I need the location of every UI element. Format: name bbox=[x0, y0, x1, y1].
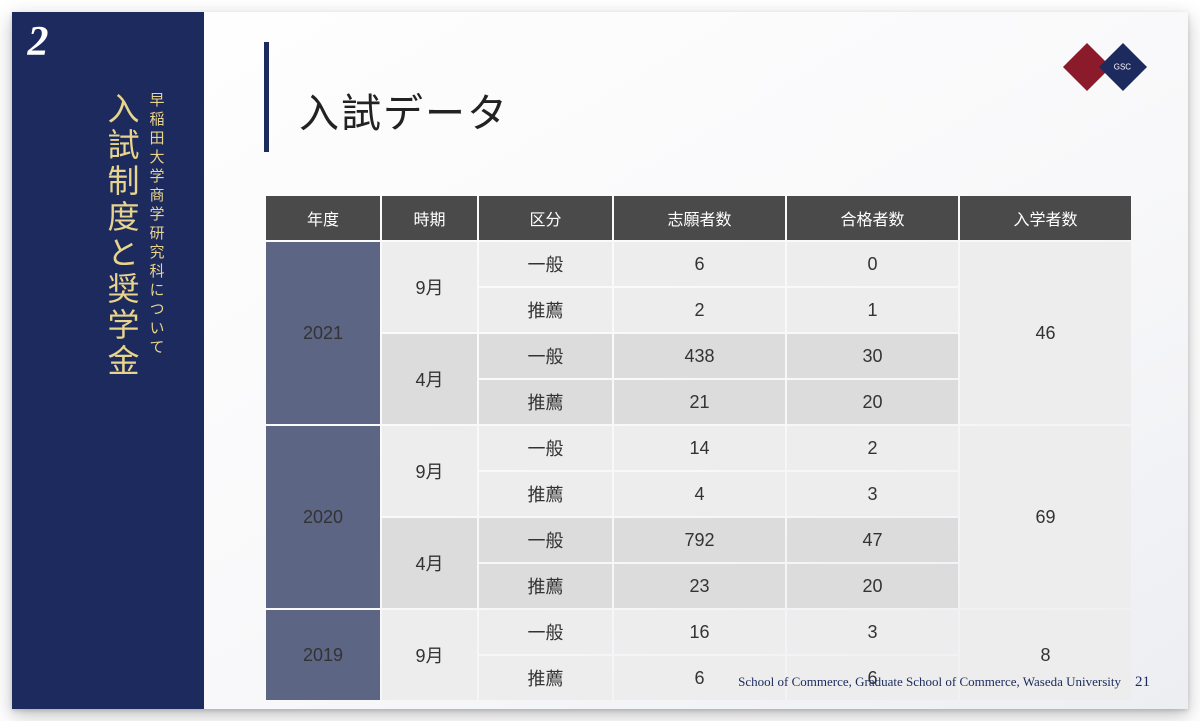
sidebar-main-title: 入試制度と奨学金 bbox=[106, 92, 138, 380]
cell-applicants: 14 bbox=[614, 426, 785, 470]
chapter-sidebar: 2 bbox=[12, 12, 64, 709]
cell-category: 推薦 bbox=[479, 656, 612, 700]
cell-category: 推薦 bbox=[479, 472, 612, 516]
content-area: GSC 入試データ 年度 時期 区分 志願者数 合格者数 入学者数 2 bbox=[204, 12, 1188, 709]
cell-applicants: 4 bbox=[614, 472, 785, 516]
cell-year: 2019 bbox=[266, 610, 380, 700]
cell-category: 一般 bbox=[479, 334, 612, 378]
page-title: 入試データ bbox=[299, 81, 509, 139]
th-enroll: 入学者数 bbox=[960, 196, 1131, 240]
cell-pass: 3 bbox=[787, 472, 958, 516]
cell-category: 推薦 bbox=[479, 288, 612, 332]
logo: GSC bbox=[1070, 50, 1140, 84]
th-period: 時期 bbox=[382, 196, 477, 240]
page-number: 21 bbox=[1135, 674, 1150, 691]
cell-applicants: 792 bbox=[614, 518, 785, 562]
cell-period: 9月 bbox=[382, 242, 477, 332]
footer: School of Commerce, Graduate School of C… bbox=[738, 674, 1150, 691]
cell-period: 9月 bbox=[382, 426, 477, 516]
cell-enrolled: 69 bbox=[960, 426, 1131, 608]
table-row: 20199月一般1638 bbox=[266, 610, 1131, 654]
cell-applicants: 2 bbox=[614, 288, 785, 332]
table-row: 20219月一般6046 bbox=[266, 242, 1131, 286]
title-bar bbox=[264, 42, 269, 152]
cell-year: 2021 bbox=[266, 242, 380, 424]
sidebar-sub-title: 早稲田大学商学研究科について bbox=[148, 92, 163, 358]
th-cat: 区分 bbox=[479, 196, 612, 240]
cell-pass: 3 bbox=[787, 610, 958, 654]
admission-table: 年度 時期 区分 志願者数 合格者数 入学者数 20219月一般6046推薦21… bbox=[264, 194, 1133, 702]
cell-category: 一般 bbox=[479, 610, 612, 654]
table-header-row: 年度 時期 区分 志願者数 合格者数 入学者数 bbox=[266, 196, 1131, 240]
th-app: 志願者数 bbox=[614, 196, 785, 240]
cell-applicants: 16 bbox=[614, 610, 785, 654]
cell-pass: 0 bbox=[787, 242, 958, 286]
cell-period: 4月 bbox=[382, 334, 477, 424]
cell-pass: 2 bbox=[787, 426, 958, 470]
cell-applicants: 6 bbox=[614, 242, 785, 286]
chapter-number: 2 bbox=[12, 18, 64, 66]
cell-category: 一般 bbox=[479, 518, 612, 562]
th-year: 年度 bbox=[266, 196, 380, 240]
cell-category: 一般 bbox=[479, 426, 612, 470]
cell-enrolled: 46 bbox=[960, 242, 1131, 424]
cell-period: 9月 bbox=[382, 610, 477, 700]
cell-pass: 20 bbox=[787, 380, 958, 424]
cell-pass: 30 bbox=[787, 334, 958, 378]
logo-diamond-navy: GSC bbox=[1099, 43, 1147, 91]
title-row: 入試データ bbox=[264, 67, 1133, 152]
table-row: 20209月一般14269 bbox=[266, 426, 1131, 470]
table-body: 20219月一般6046推薦214月一般43830推薦212020209月一般1… bbox=[266, 242, 1131, 700]
cell-applicants: 438 bbox=[614, 334, 785, 378]
cell-category: 推薦 bbox=[479, 380, 612, 424]
cell-period: 4月 bbox=[382, 518, 477, 608]
footer-text: School of Commerce, Graduate School of C… bbox=[738, 674, 1121, 690]
cell-category: 一般 bbox=[479, 242, 612, 286]
sidebar-titles: 入試制度と奨学金 早稲田大学商学研究科について bbox=[106, 92, 163, 709]
cell-year: 2020 bbox=[266, 426, 380, 608]
cell-category: 推薦 bbox=[479, 564, 612, 608]
cell-pass: 1 bbox=[787, 288, 958, 332]
cell-applicants: 23 bbox=[614, 564, 785, 608]
cell-pass: 47 bbox=[787, 518, 958, 562]
th-pass: 合格者数 bbox=[787, 196, 958, 240]
cell-pass: 20 bbox=[787, 564, 958, 608]
sidebar-panel: 入試制度と奨学金 早稲田大学商学研究科について bbox=[64, 12, 204, 709]
cell-applicants: 21 bbox=[614, 380, 785, 424]
slide: 2 入試制度と奨学金 早稲田大学商学研究科について GSC 入試データ 年度 時… bbox=[12, 12, 1188, 709]
logo-text: GSC bbox=[1114, 63, 1131, 72]
